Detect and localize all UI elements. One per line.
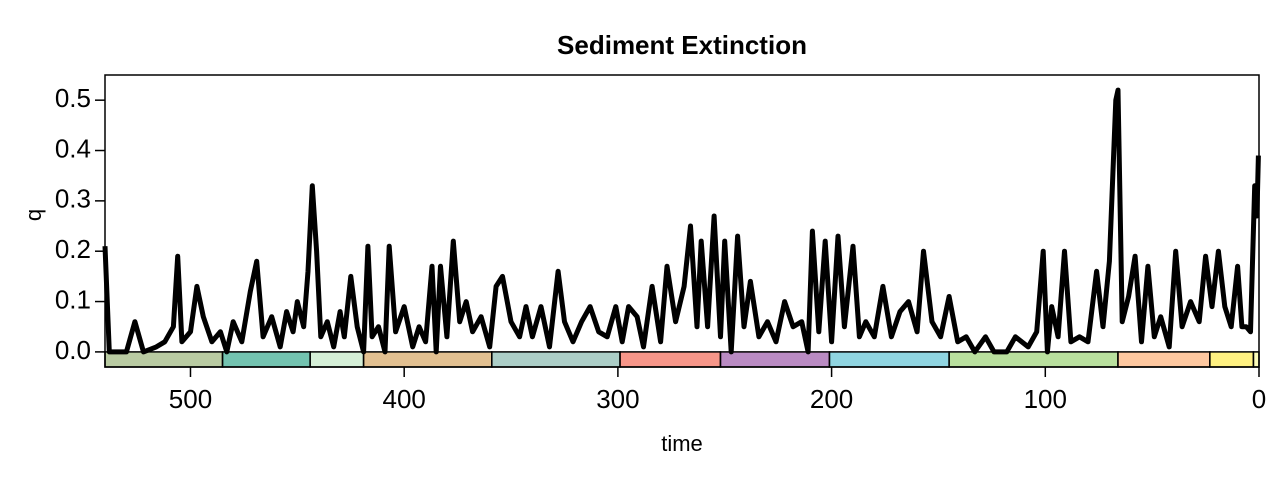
y-axis-label: q [21, 209, 46, 221]
x-tick-label: 300 [596, 384, 639, 414]
timescale-period [221, 351, 311, 368]
x-tick-label: 0 [1252, 384, 1266, 414]
y-tick-label: 0.3 [55, 184, 91, 214]
y-tick-label: 0.5 [55, 83, 91, 113]
timescale-period [719, 351, 831, 368]
timescale-period [1209, 351, 1255, 368]
timescale-period [491, 351, 621, 368]
x-tick-label: 500 [169, 384, 212, 414]
timescale-period [828, 351, 950, 368]
timescale-period [1117, 351, 1211, 368]
timescale-period [619, 351, 722, 368]
timescale-period [309, 351, 365, 368]
chart-title: Sediment Extinction [557, 30, 807, 60]
y-tick-label: 0.0 [55, 335, 91, 365]
x-axis-label: time [661, 431, 703, 456]
x-tick-label: 200 [810, 384, 853, 414]
x-tick-label: 100 [1024, 384, 1067, 414]
y-tick-label: 0.4 [55, 133, 91, 163]
y-tick-label: 0.1 [55, 284, 91, 314]
x-tick-label: 400 [382, 384, 425, 414]
data-line [102, 87, 1261, 355]
timescale-period [362, 351, 493, 368]
timescale-period [1252, 351, 1260, 368]
y-tick-label: 0.2 [55, 234, 91, 264]
plot-frame [104, 74, 1260, 368]
